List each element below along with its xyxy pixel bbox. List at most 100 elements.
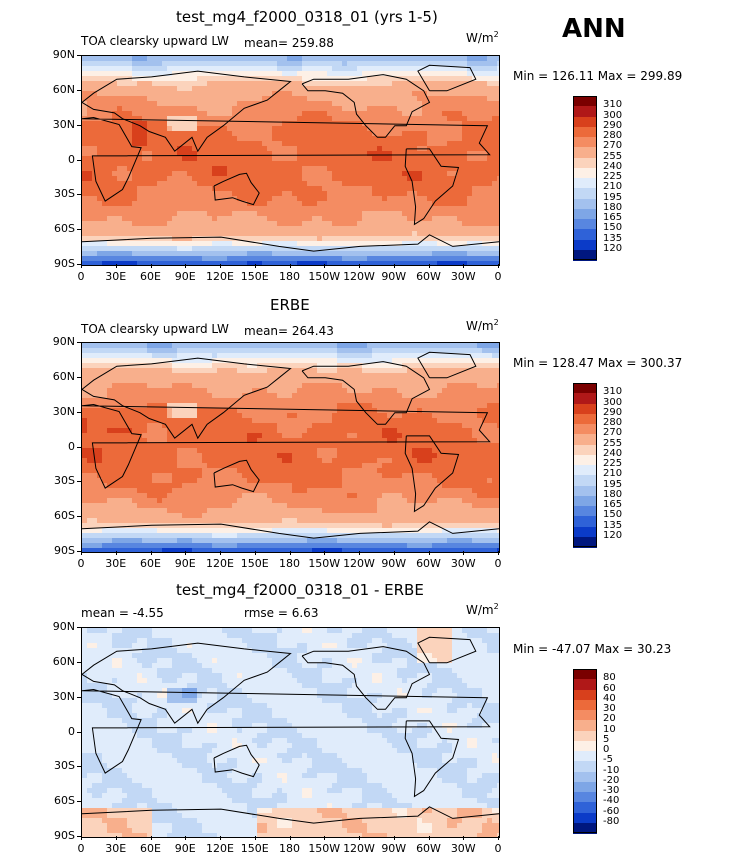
field-cell (287, 343, 293, 349)
field-cell (162, 171, 168, 177)
field-cell (287, 373, 293, 379)
field-cell (222, 256, 228, 262)
field-cell (97, 81, 103, 87)
field-cell (322, 56, 328, 62)
field-cell (417, 211, 423, 217)
field-cell (137, 363, 143, 369)
field-cell (412, 106, 418, 112)
field-cell (357, 86, 363, 92)
field-cell (497, 151, 499, 157)
field-cell (197, 151, 203, 157)
field-cell (242, 71, 248, 77)
field-cell (437, 186, 443, 192)
field-cell (282, 136, 288, 142)
field-cell (452, 353, 458, 359)
field-cell (477, 136, 483, 142)
field-cell (122, 216, 128, 222)
coastline (82, 116, 491, 202)
field-cell (212, 211, 218, 217)
field-cell (147, 403, 153, 409)
field-cell (452, 156, 458, 162)
field-cell (457, 101, 463, 107)
field-cell (367, 56, 373, 62)
field-cell (492, 398, 498, 404)
field-cell (402, 131, 408, 137)
field-cell (462, 56, 468, 62)
field-cell (337, 56, 343, 62)
field-cell (207, 398, 213, 404)
field-cell (87, 251, 93, 257)
field-cell (372, 81, 378, 87)
field-cell (162, 146, 168, 152)
field-cell (407, 196, 413, 202)
field-cell (372, 241, 378, 247)
field-cell (172, 156, 178, 162)
field-cell (217, 111, 223, 117)
field-cell (482, 216, 488, 222)
field-cell (457, 111, 463, 117)
field-cell (152, 206, 158, 212)
field-cell (427, 353, 433, 359)
field-cell (132, 388, 138, 394)
field-cell (392, 106, 398, 112)
field-cell (442, 186, 448, 192)
field-cell (267, 201, 273, 207)
field-cell (307, 246, 313, 252)
field-cell (317, 383, 323, 389)
field-cell (142, 196, 148, 202)
field-cell (162, 116, 168, 122)
field-cell (232, 106, 238, 112)
field-cell (317, 116, 323, 122)
field-cell (437, 176, 443, 182)
field-cell (97, 161, 103, 167)
field-cell (342, 398, 348, 404)
field-cell (487, 236, 493, 242)
field-cell (317, 236, 323, 242)
field-cell (132, 126, 138, 132)
field-cell (202, 96, 208, 102)
field-cell (262, 66, 268, 72)
field-cell (437, 211, 443, 217)
field-cell (277, 246, 283, 252)
field-cell (377, 146, 383, 152)
field-cell (407, 166, 413, 172)
field-cell (152, 96, 158, 102)
field-cell (367, 358, 373, 364)
field-cell (247, 86, 253, 92)
field-cell (297, 393, 303, 399)
field-cell (197, 76, 203, 82)
field-cell (292, 186, 298, 192)
field-cell (192, 131, 198, 137)
field-cell (147, 151, 153, 157)
field-cell (417, 126, 423, 132)
field-cell (137, 136, 143, 142)
field-cell (437, 236, 443, 242)
field-cell (367, 363, 373, 369)
field-cell (197, 363, 203, 369)
field-cell (467, 76, 473, 82)
field-cell (302, 403, 308, 409)
field-cell (282, 216, 288, 222)
field-cell (217, 151, 223, 157)
field-cell (387, 368, 393, 374)
field-cell (472, 373, 478, 379)
field-cell (152, 241, 158, 247)
field-cell (367, 151, 373, 157)
field-cell (352, 111, 358, 117)
field-cell (347, 106, 353, 112)
field-cell (212, 56, 218, 62)
field-cell (382, 166, 388, 172)
field-cell (317, 388, 323, 394)
field-cell (447, 196, 453, 202)
field-cell (477, 231, 483, 237)
field-cell (422, 106, 428, 112)
field-cell (467, 66, 473, 72)
field-cell (147, 413, 153, 419)
field-cell (332, 106, 338, 112)
field-cell (407, 116, 413, 122)
field-cell (207, 348, 213, 354)
field-cell (172, 378, 178, 384)
field-cell (227, 86, 233, 92)
field-cell (242, 348, 248, 354)
field-cell (112, 71, 118, 77)
